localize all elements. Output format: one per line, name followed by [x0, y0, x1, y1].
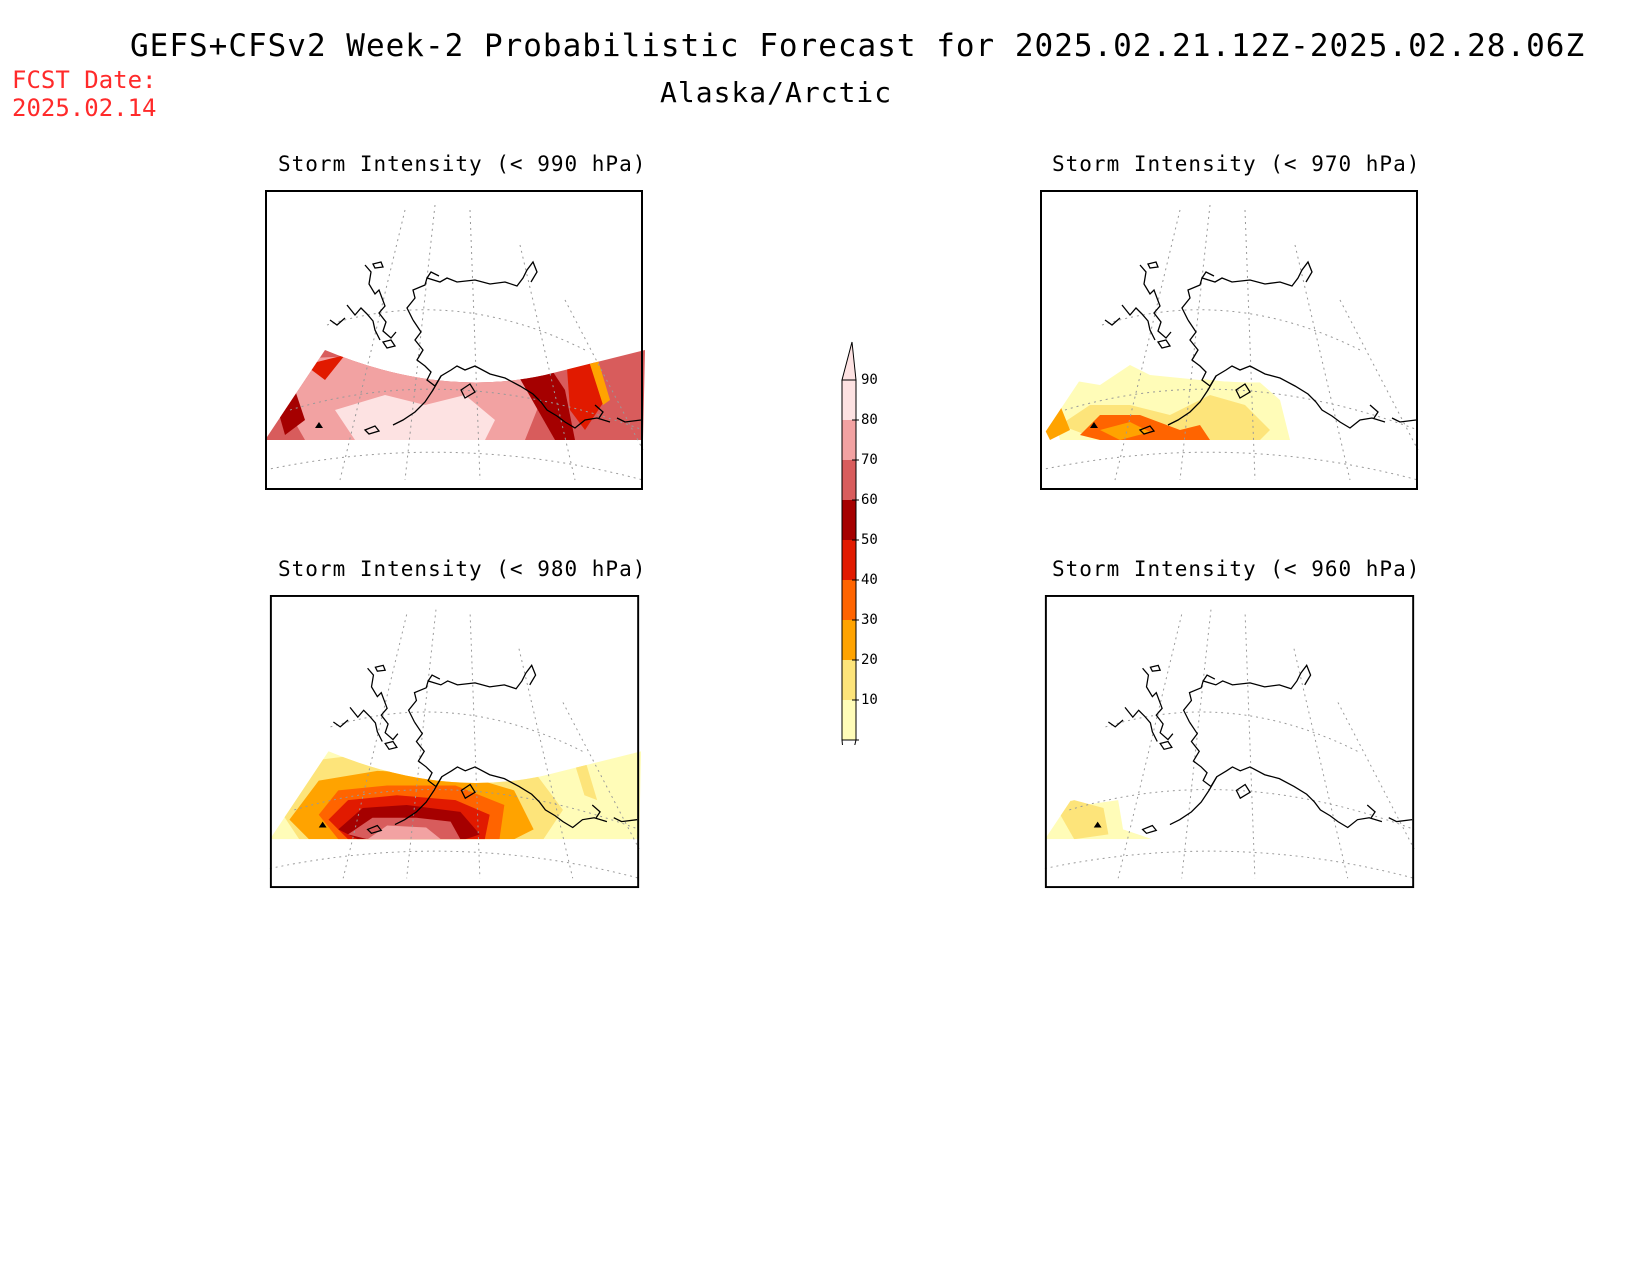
colorbar-label-50: 50 — [861, 532, 878, 548]
colorbar-label-70: 70 — [861, 452, 878, 468]
colorbar-swatch-30 — [842, 620, 856, 660]
panel-title-960: Storm Intensity (< 960 hPa) — [1052, 557, 1421, 581]
colorbar-label-20: 20 — [861, 652, 878, 668]
colorbar-swatch-20 — [842, 660, 856, 700]
region-subtitle: Alaska/Arctic — [660, 76, 893, 109]
colorbar-outline — [841, 379, 857, 741]
colorbar-swatch-10 — [842, 700, 856, 740]
colorbar-label-90: 90 — [861, 372, 878, 388]
fcst-date-label: FCST Date: — [12, 66, 157, 94]
colorbar-tail-low — [841, 739, 857, 745]
colorbar-label-60: 60 — [861, 492, 878, 508]
map-panel-990 — [265, 190, 645, 490]
forecast-title: GEFS+CFSv2 Week-2 Probabilistic Forecast… — [130, 28, 1586, 64]
panel-title-990: Storm Intensity (< 990 hPa) — [278, 152, 647, 176]
forecast-date-block: FCST Date: 2025.02.14 — [12, 66, 157, 122]
map-panel-960 — [1044, 595, 1415, 889]
colorbar-swatch-80 — [842, 420, 856, 460]
colorbar-label-80: 80 — [861, 412, 878, 428]
colorbar-swatch-50 — [842, 540, 856, 580]
panel-title-970: Storm Intensity (< 970 hPa) — [1052, 152, 1421, 176]
map-panel-980 — [269, 595, 642, 889]
map-panel-970 — [1040, 190, 1419, 490]
colorbar-tail-high — [841, 341, 857, 381]
colorbar-swatch-70 — [842, 460, 856, 500]
colorbar-swatch-90 — [842, 380, 856, 420]
colorbar-label-10: 10 — [861, 692, 878, 708]
colorbar-label-30: 30 — [861, 612, 878, 628]
colorbar-swatch-40 — [842, 580, 856, 620]
colorbar-label-40: 40 — [861, 572, 878, 588]
panel-title-980: Storm Intensity (< 980 hPa) — [278, 557, 647, 581]
colorbar-swatch-60 — [842, 500, 856, 540]
probability-colorbar: 10 20 30 40 50 60 70 80 90 — [841, 341, 878, 745]
fcst-date-value: 2025.02.14 — [12, 94, 157, 122]
